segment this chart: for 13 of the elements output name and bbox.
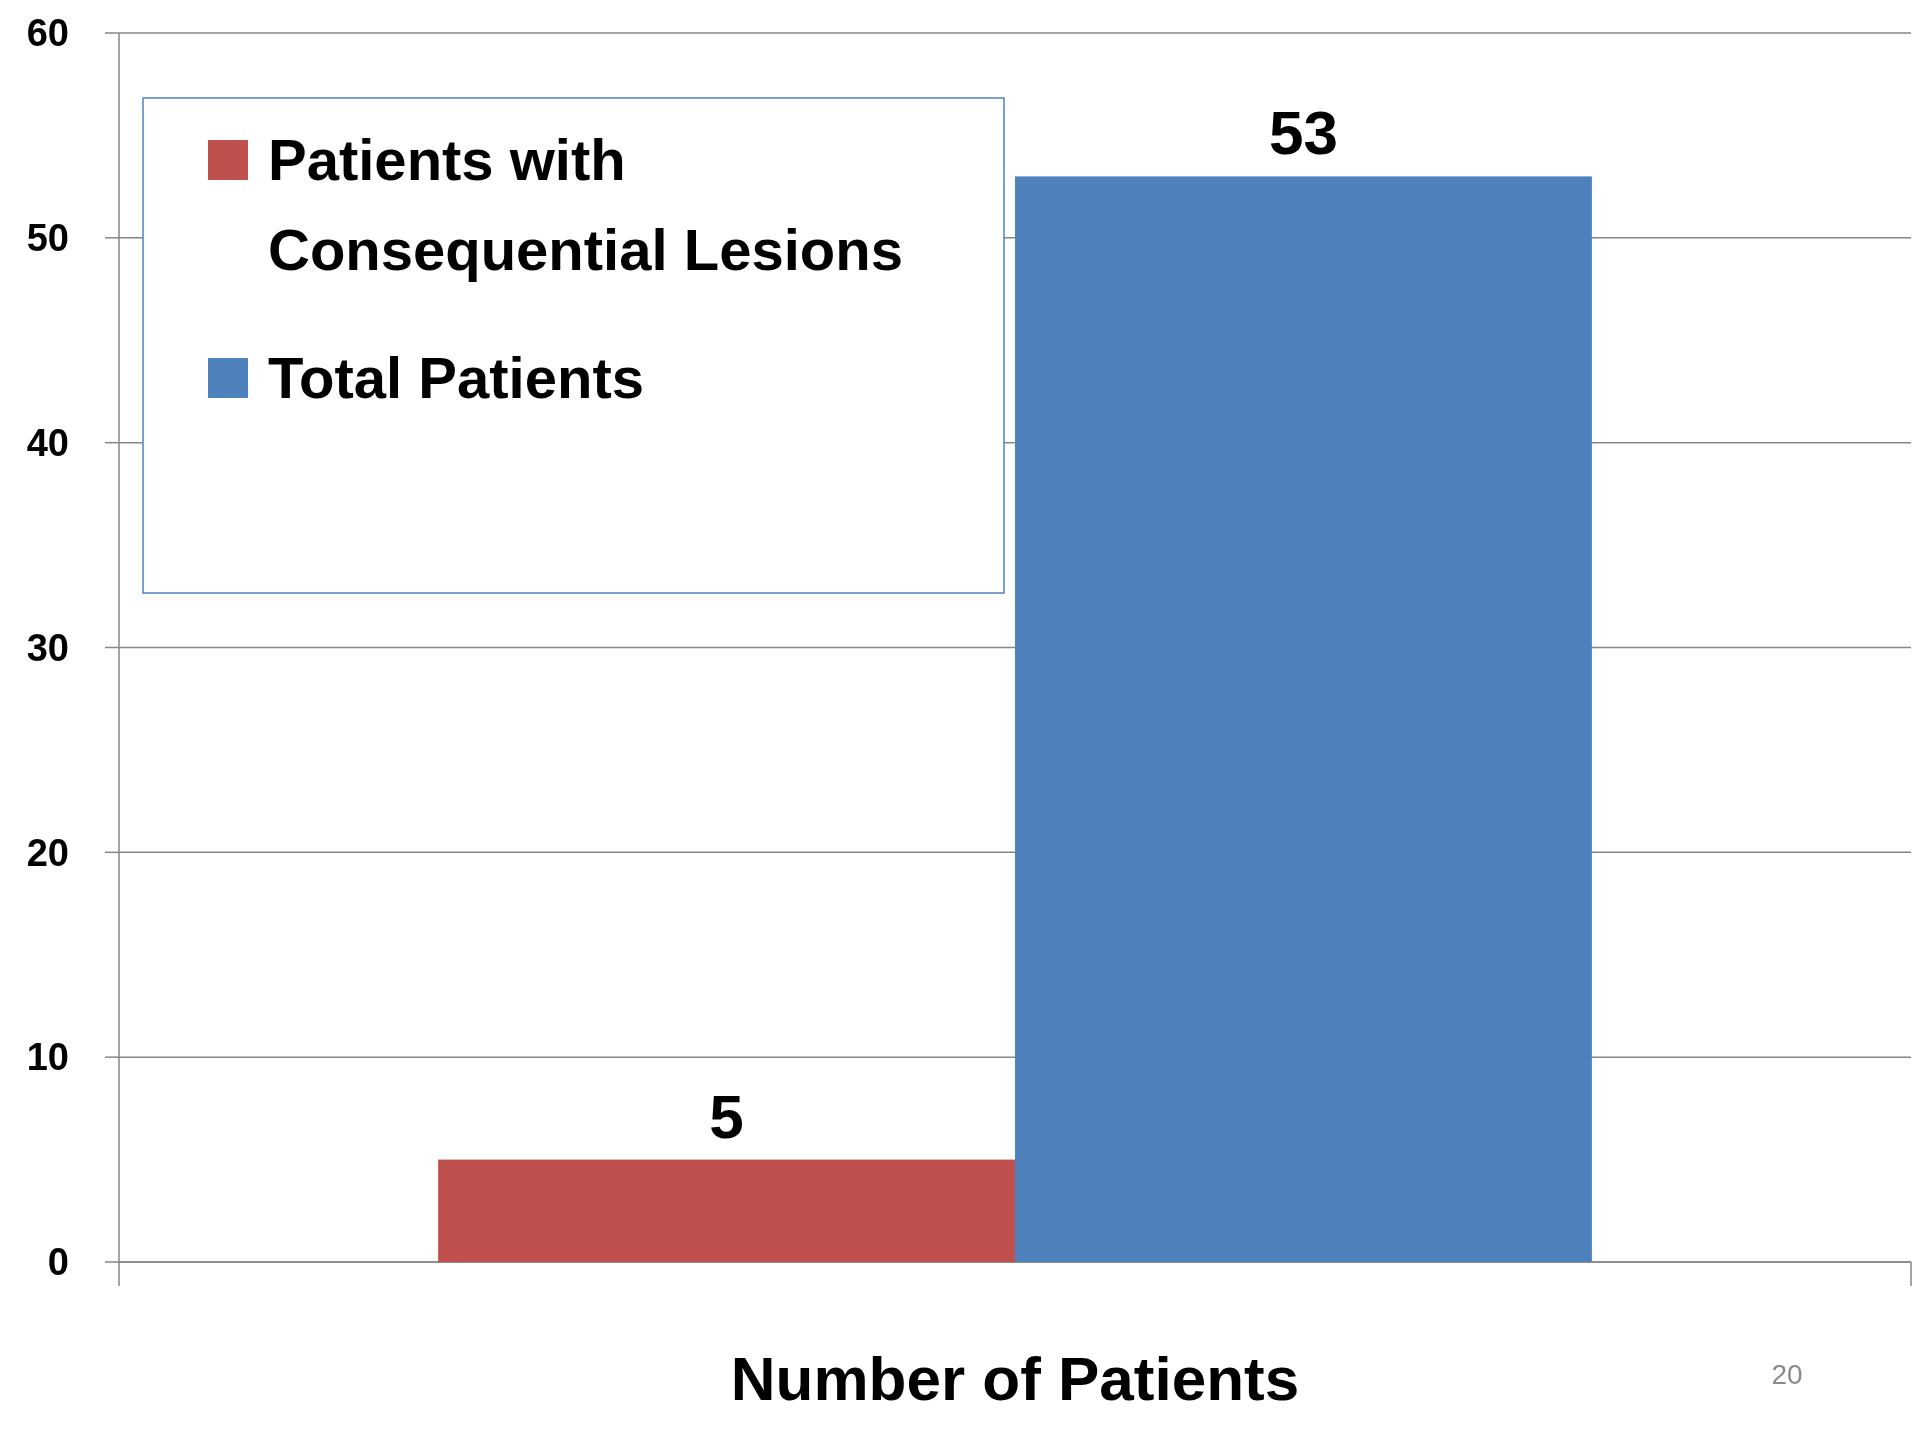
y-tick-label: 0 bbox=[47, 1241, 69, 1284]
y-tick-label: 40 bbox=[26, 421, 69, 464]
data-label: 5 bbox=[709, 1081, 744, 1151]
x-axis-title: Number of Patients bbox=[730, 1344, 1300, 1413]
legend-label: Total Patients bbox=[268, 345, 644, 410]
legend-label: Patients with Consequential Lesions bbox=[268, 127, 903, 282]
text: 20 bbox=[1771, 1359, 1803, 1390]
y-tick-label: 30 bbox=[26, 626, 69, 669]
y-tick-label: 20 bbox=[26, 831, 69, 874]
y-tick-label: 10 bbox=[26, 1036, 69, 1079]
y-tick-label: 50 bbox=[26, 217, 69, 260]
y-tick-label: 60 bbox=[26, 12, 69, 55]
data-label: 53 bbox=[1268, 98, 1338, 168]
